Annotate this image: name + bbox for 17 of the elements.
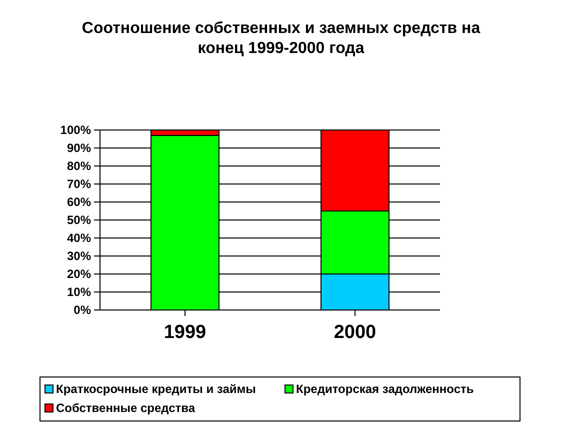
y-tick-label: 20% [66,266,92,281]
chart-title: Соотношение собственных и заемных средств на конец 1999-2000 года [82,20,480,57]
x-tick-label: 1999 [164,322,206,343]
y-tick-label: 50% [66,212,92,227]
legend-label: Кредиторская задолженность [296,382,474,396]
legend-label: Краткосрочные кредиты и займы [56,382,256,396]
y-tick-label: 0% [74,302,92,317]
y-tick-label: 10% [66,284,92,299]
legend-label: Собственные средства [56,401,196,415]
y-tick-label: 40% [66,230,92,245]
x-tick-label: 2000 [334,322,376,343]
y-tick-label: 90% [66,140,92,155]
y-tick-label: 100% [60,122,92,137]
y-tick-label: 70% [66,176,92,191]
y-tick-label: 60% [66,194,92,209]
y-tick-label: 30% [66,248,92,263]
y-tick-label: 80% [66,158,92,173]
